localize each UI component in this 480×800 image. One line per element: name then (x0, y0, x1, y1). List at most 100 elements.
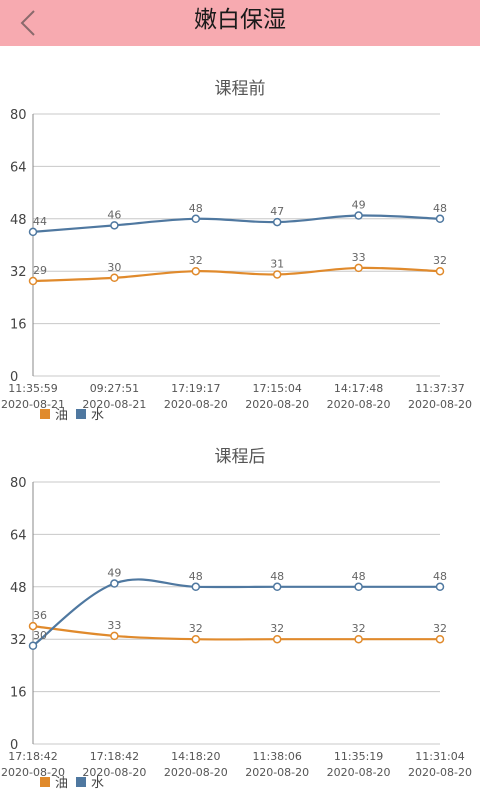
x-tick-date: 2020-08-20 (327, 398, 391, 411)
data-point-oil (354, 263, 363, 273)
x-tick-time: 17:18:42 (8, 750, 57, 763)
x-tick-date: 2020-08-20 (408, 398, 472, 411)
x-tick-date: 2020-08-20 (245, 766, 309, 779)
data-label-oil: 30 (107, 261, 121, 274)
data-point-water (354, 211, 363, 220)
x-tick-time: 11:31:04 (415, 750, 464, 763)
y-tick-label: 32 (10, 633, 27, 648)
x-tick-time: 09:27:51 (90, 382, 139, 395)
series-line-oil (32, 266, 441, 283)
x-tick-date: 2020-08-20 (327, 766, 391, 779)
y-tick-label: 16 (10, 686, 27, 701)
data-label-water: 47 (270, 205, 284, 218)
x-tick-time: 14:17:48 (334, 382, 383, 395)
data-point-water (191, 582, 201, 592)
y-tick-label: 80 (10, 108, 27, 123)
chart-title-after: 课程后 (214, 447, 266, 467)
legend-swatch-oil (40, 776, 50, 787)
data-point-water (354, 582, 363, 592)
data-label-oil: 32 (433, 254, 447, 267)
data-point-oil (28, 621, 38, 631)
legend-after: 油 水 (40, 772, 112, 791)
legend-swatch-oil (40, 408, 50, 419)
data-label-oil: 33 (107, 619, 121, 632)
y-tick-label: 32 (10, 265, 27, 280)
legend-swatch-water (76, 408, 87, 419)
chart-before: 课程前 0 16 32 48 64 80 11:35:59 2020-08-21 09:27:5… (0, 46, 480, 423)
legend-label-oil: 油 (55, 776, 69, 791)
data-point-water (28, 227, 38, 237)
legend-label-oil: 油 (55, 408, 69, 423)
data-label-water: 30 (33, 629, 47, 642)
data-point-water (28, 641, 38, 650)
x-tick-date: 2020-08-20 (164, 766, 228, 779)
data-point-oil (272, 270, 282, 279)
data-label-water: 49 (352, 199, 366, 212)
data-label-oil: 32 (433, 622, 447, 635)
x-tick-time: 11:37:37 (415, 382, 464, 395)
chevron-left-icon (20, 10, 35, 36)
line-chart-after: 0 16 32 48 64 80 17:18:42 2020-08-20 17:18:42 202… (1, 476, 472, 779)
data-point-water (435, 214, 445, 224)
series-line-oil (32, 625, 440, 641)
data-point-water (272, 217, 282, 227)
data-label-oil: 32 (189, 254, 203, 267)
legend-label-water: 水 (91, 776, 105, 791)
legend-item-water: 水 (76, 404, 104, 423)
page-title: 嫩白保湿 (194, 7, 286, 33)
series-line-water (32, 578, 440, 647)
back-button[interactable] (8, 4, 48, 42)
x-tick-time: 11:35:59 (8, 382, 57, 395)
chart-title-before: 课程前 (214, 79, 266, 99)
data-label-oil: 32 (352, 622, 366, 635)
x-tick-time: 11:38:06 (252, 750, 301, 763)
x-tick-date: 2020-08-20 (164, 398, 228, 411)
x-tick-date: 2020-08-20 (408, 766, 472, 779)
y-tick-label: 0 (10, 370, 18, 385)
x-tick-date: 2020-08-20 (82, 766, 146, 779)
y-tick-label: 0 (10, 738, 18, 753)
series-line-water (32, 214, 441, 233)
legend-label-water: 水 (91, 408, 105, 423)
data-point-water (110, 579, 119, 588)
data-label-oil: 31 (270, 257, 284, 270)
y-tick-label: 80 (10, 476, 27, 491)
data-point-oil (191, 266, 201, 276)
data-point-oil (435, 634, 445, 644)
legend-swatch-water (76, 776, 87, 787)
x-tick-date: 2020-08-21 (1, 398, 65, 411)
chart-after: 课程后 0 16 32 48 64 80 17:18:42 2020-08-20 17:18:4… (0, 414, 480, 791)
data-label-oil: 29 (33, 264, 47, 277)
x-tick-time: 11:35:19 (334, 750, 383, 763)
y-tick-label: 64 (10, 528, 27, 543)
legend-item-water: 水 (76, 772, 104, 791)
y-tick-label: 48 (10, 581, 27, 596)
data-label-oil: 32 (189, 622, 203, 635)
data-point-water (435, 582, 445, 592)
x-tick-time: 17:19:17 (171, 382, 220, 395)
y-tick-label: 16 (10, 318, 27, 333)
x-tick-time: 17:18:42 (90, 750, 139, 763)
data-label-oil: 36 (33, 609, 47, 622)
app-header: 嫩白保湿 (0, 0, 480, 46)
legend-before: 油 水 (40, 404, 112, 423)
data-label-oil: 32 (270, 622, 284, 635)
data-point-oil (354, 634, 363, 644)
y-tick-label: 48 (10, 213, 27, 228)
data-point-water (191, 214, 201, 224)
data-point-oil (435, 266, 445, 276)
data-label-water: 46 (107, 208, 121, 221)
data-label-oil: 33 (352, 251, 366, 264)
x-tick-date: 2020-08-20 (245, 398, 309, 411)
data-point-water (272, 582, 282, 592)
line-chart-before: 0 16 32 48 64 80 11:35:59 2020-08-21 09:27:51 202… (1, 108, 472, 411)
data-label-water: 48 (433, 570, 447, 583)
legend-item-oil: 油 (40, 772, 68, 791)
data-label-water: 44 (33, 215, 47, 228)
legend-item-oil: 油 (40, 404, 68, 423)
data-label-water: 48 (189, 202, 203, 215)
data-point-oil (191, 634, 201, 644)
x-tick-date: 2020-08-20 (1, 766, 65, 779)
data-label-water: 48 (352, 570, 366, 583)
data-label-water: 49 (107, 567, 121, 580)
